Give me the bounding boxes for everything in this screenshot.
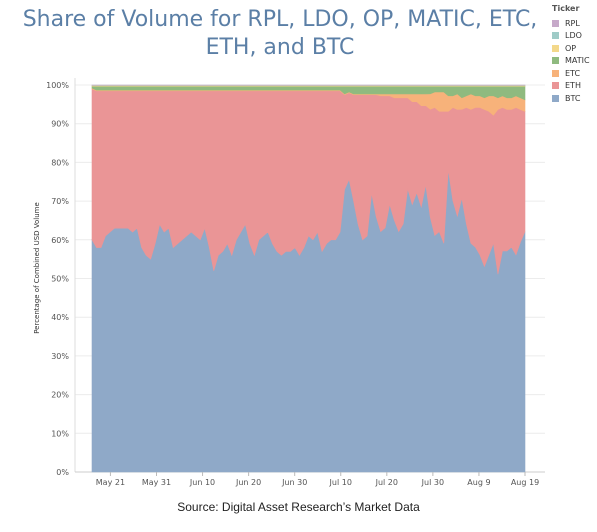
legend-item-etc[interactable]: ETC [552, 67, 590, 80]
x-tick-label: Jun 20 [235, 478, 261, 487]
legend-label-ldo: LDO [565, 31, 582, 41]
y-tick-label: 100% [46, 81, 69, 90]
x-tick-label: May 21 [96, 478, 125, 487]
area-layers [91, 84, 526, 473]
legend-swatch-op [552, 44, 559, 52]
x-tick-label: Jul 30 [421, 478, 444, 487]
legend-label-etc: ETC [565, 68, 581, 78]
y-tick-label: 20% [51, 391, 69, 400]
x-tick-label: Aug 9 [467, 478, 490, 487]
y-tick-label: 0% [56, 468, 69, 477]
y-tick-label: 90% [51, 120, 69, 129]
area-op[interactable] [91, 85, 526, 87]
y-tick-label: 10% [51, 429, 69, 438]
legend-item-eth[interactable]: ETH [552, 80, 590, 93]
y-tick-label: 50% [51, 275, 69, 284]
x-tick-label: Jun 10 [189, 478, 215, 487]
y-axis-label: Percentage of Combined USD Volume [33, 202, 41, 334]
x-tick-label: Aug 19 [511, 478, 539, 487]
x-axis-ticks: May 21 May 31 Jun 10 Jun 20 Jun 30 Jul 10 Jul … [96, 472, 539, 487]
chart-title: Share of Volume for RPL, LDO, OP, MATIC,… [22, 7, 538, 60]
legend-swatch-btc [552, 94, 559, 102]
legend-swatch-matic [552, 57, 559, 65]
legend-item-ldo[interactable]: LDO [552, 30, 590, 43]
x-tick-label: Jun 30 [281, 478, 307, 487]
x-tick-label: Jul 10 [329, 478, 352, 487]
gridlines [74, 78, 545, 473]
legend-title: Ticker [552, 4, 580, 13]
legend-item-rpl[interactable]: RPL [552, 17, 590, 30]
legend-label-eth: ETH [565, 81, 581, 91]
legend-swatch-ldo [552, 32, 559, 40]
legend-item-op[interactable]: OP [552, 42, 590, 55]
area-eth[interactable] [91, 88, 526, 275]
y-tick-label: 60% [51, 236, 69, 245]
legend-label-matic: MATIC [565, 56, 590, 66]
source-note: Source: Digital Asset Research’s Market … [177, 500, 420, 514]
legend-label-rpl: RPL [565, 18, 580, 28]
legend-swatch-etc [552, 69, 559, 77]
legend-swatch-eth [552, 82, 559, 90]
area-btc[interactable] [91, 169, 526, 473]
y-tick-label: 40% [51, 313, 69, 322]
y-tick-label: 30% [51, 352, 69, 361]
y-tick-label: 80% [51, 158, 69, 167]
x-tick-label: Jul 20 [375, 478, 398, 487]
y-tick-label: 70% [51, 197, 69, 206]
legend-label-btc: BTC [565, 93, 581, 103]
legend: Ticker RPL LDO OP MATIC ETC ETH BTC [552, 4, 590, 105]
legend-label-op: OP [565, 43, 577, 53]
y-axis-ticks: 0% 10% 20% 30% 40% 50% 60% 70% 80% 90% 100% [46, 81, 69, 477]
legend-item-matic[interactable]: MATIC [552, 55, 590, 68]
legend-item-btc[interactable]: BTC [552, 92, 590, 105]
area-etc[interactable] [91, 87, 526, 116]
area-matic[interactable] [91, 85, 526, 101]
legend-swatch-rpl [552, 19, 559, 27]
x-tick-label: May 31 [142, 478, 171, 487]
